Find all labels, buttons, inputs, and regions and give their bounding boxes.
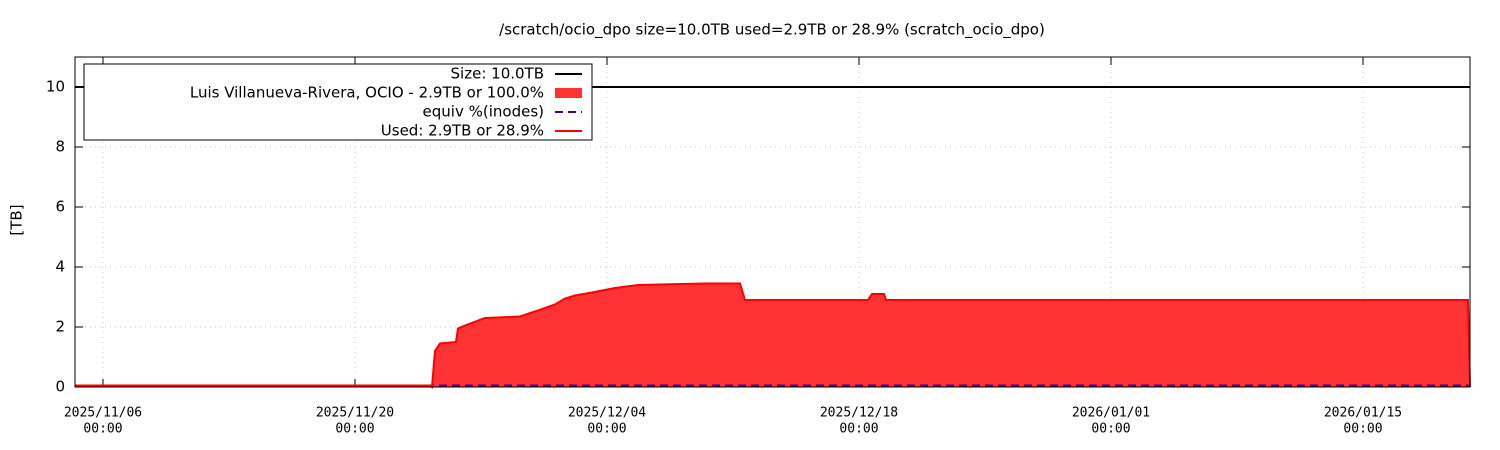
x-tick-label: 2025/12/04 [568,406,646,421]
x-tick-label: 2026/01/01 [1072,406,1150,421]
x-tick-label: 2025/11/20 [316,406,394,421]
x-tick-label: 00:00 [1343,422,1382,437]
legend-label: Luis Villanueva-Rivera, OCIO - 2.9TB or … [190,84,544,102]
x-tick-label: 2025/11/06 [64,406,142,421]
x-tick-label: 2026/01/15 [1324,406,1402,421]
plot-frame [74,56,1471,388]
chart-title: /scratch/ocio_dpo size=10.0TB used=2.9TB… [499,21,1045,40]
x-tick-label: 00:00 [335,422,374,437]
y-tick-label: 6 [55,198,65,216]
x-tick-label: 00:00 [1091,422,1130,437]
x-tick-label: 00:00 [587,422,626,437]
legend-label: equiv %(inodes) [423,103,544,121]
legend-label: Used: 2.9TB or 28.9% [381,122,544,140]
legend-swatch [555,88,582,98]
y-tick-label: 8 [55,138,65,156]
line [75,282,1471,389]
area [75,283,1470,387]
y-tick-label: 0 [55,378,65,396]
x-tick-label: 2025/12/18 [820,406,898,421]
legend-box [83,63,593,141]
y-axis-label: [TB] [8,204,26,235]
x-tick-label: 00:00 [839,422,878,437]
y-tick-label: 4 [55,258,65,276]
y-tick-label: 10 [46,78,65,96]
legend-label: Size: 10.0TB [451,65,544,83]
x-tick-label: 00:00 [83,422,122,437]
y-tick-label: 2 [55,318,65,336]
